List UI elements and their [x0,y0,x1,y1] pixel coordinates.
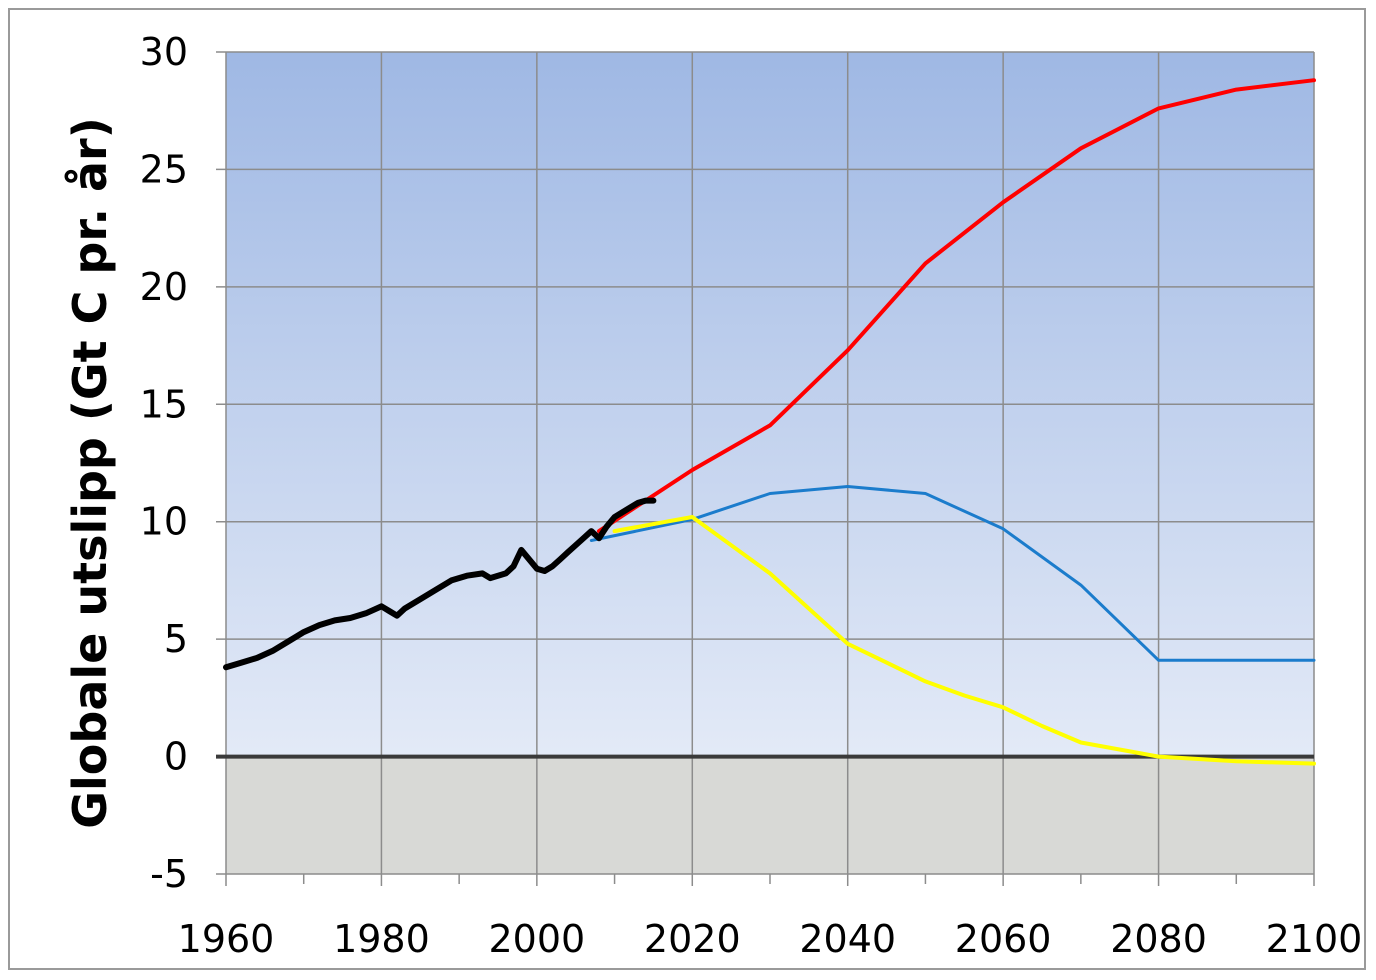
y-tick-labels: -5 0 5 10 15 20 25 30 [140,30,188,896]
x-tick-labels: 1960 1980 2000 2020 2040 2060 2080 2100 [178,917,1363,961]
x-tick-label: 2040 [799,917,896,961]
y-tick-label: 20 [140,265,188,309]
y-tick-label: 30 [140,30,188,74]
y-tick-label: 0 [164,735,188,779]
series-line-1 [597,78,1316,534]
series-line-4 [223,497,657,671]
plot-area-negative [226,756,1314,874]
series-line-3 [612,515,1316,766]
x-tick-label: 2100 [1266,917,1363,961]
gridlines [216,51,1315,886]
y-tick-label: -5 [150,852,188,896]
y-axis-title: Globale utslipp (Gt C pr. år) [63,117,117,828]
y-tick-label: 15 [140,382,188,426]
chart-frame: 1960 1980 2000 2020 2040 2060 2080 2100 -5 0 5 10 1… [8,8,1366,970]
x-tick-label: 1980 [333,917,430,961]
x-tick-label: 2060 [955,917,1052,961]
y-tick-label: 5 [164,617,188,661]
line-chart: 1960 1980 2000 2020 2040 2060 2080 2100 -5 0 5 10 1… [63,30,1363,961]
x-tick-label: 2000 [488,917,585,961]
series-lines [223,78,1316,766]
x-tick-label: 2020 [644,917,741,961]
y-tick-label: 25 [140,147,188,191]
x-tick-label: 2080 [1110,917,1207,961]
series-line-2 [589,485,1316,662]
y-tick-label: 10 [140,500,188,544]
x-tick-label: 1960 [178,917,275,961]
